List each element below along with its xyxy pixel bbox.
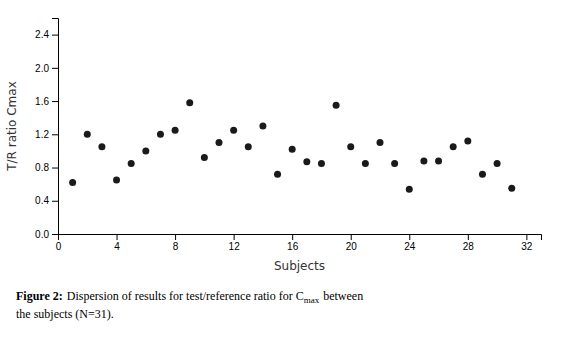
x-tick: 32 [521,234,533,252]
point [289,146,296,153]
point [157,131,164,138]
point [362,160,369,167]
y-tick: 0.8 [35,162,58,173]
point [274,171,281,178]
y-tick-label: 1.2 [35,129,49,140]
x-tick-label: 24 [404,241,416,252]
x-tick-label: 28 [463,241,475,252]
y-tick-mark [52,101,58,102]
y-tick: 2.0 [35,63,58,74]
caption-text: between [323,289,363,303]
point [435,157,442,164]
point [377,139,384,146]
point [216,139,223,146]
y-tick: 0.4 [35,195,58,206]
x-tick: 20 [346,234,358,252]
x-tick: 24 [404,234,416,252]
y-tick-label: 0.0 [35,229,49,240]
point [142,147,149,154]
point [508,185,515,192]
caption-label: Figure 2: [16,289,63,303]
y-axis-line [52,19,59,235]
y-tick-mark [52,35,58,36]
point [464,137,471,144]
x-tick-mark [526,234,527,240]
x-tick-mark [234,234,235,240]
y-tick-mark [52,201,58,202]
plot-area: 0 4 8 12 16 20 24 28 32 0.0 0.4 0.8 1.2 1.6 2.0 2.4 [35,19,541,253]
y-tick-mark [52,68,58,69]
caption: Figure 2: Dispersion of results for test/… [16,289,363,305]
y-tick-label: 0.4 [35,195,49,206]
point [113,177,120,184]
x-tick-label: 20 [346,241,358,252]
x-tick-label: 8 [173,241,179,252]
point [406,186,413,193]
y-tick-label: 1.6 [35,96,49,107]
y-tick-label: 0.8 [35,162,49,173]
point [259,123,266,130]
x-tick-label: 12 [229,241,241,252]
point [245,143,252,150]
caption-text: the subjects (N=31). [16,307,114,321]
x-tick-label: 0 [56,241,62,252]
point [303,158,310,165]
x-axis-line [59,235,542,241]
x-tick-mark [292,234,293,240]
point [479,171,486,178]
x-tick-label: 4 [114,241,120,252]
point [450,143,457,150]
point [201,154,208,161]
y-axis-title: T/R ratio Cmax [5,81,19,172]
point [230,127,237,134]
x-tick-mark [468,234,469,240]
point [128,160,135,167]
y-tick-label: 2.4 [35,29,49,40]
y-axis: 0.0 0.4 0.8 1.2 1.6 2.0 2.4 [35,19,58,240]
y-tick-mark [52,168,58,169]
point [391,160,398,167]
chart: 0 4 8 12 16 20 24 28 32 0.0 0.4 0.8 1.2 1.6 2.0 2.4 Subj… [0,0,563,346]
point [494,160,501,167]
y-tick: 2.4 [35,29,58,40]
x-tick-label: 32 [521,241,533,252]
point [98,143,105,150]
x-tick-mark [117,234,118,240]
point [186,99,193,106]
x-tick-label: 16 [287,241,299,252]
x-tick-mark [175,234,176,240]
x-tick: 28 [463,234,475,252]
caption-text: Dispersion of results for test/reference… [67,289,304,303]
caption-subscript: max [304,295,320,305]
x-tick-mark [351,234,352,240]
points [69,99,515,192]
x-tick: 8 [173,234,179,252]
y-tick-mark [52,234,58,235]
x-axis-title: Subjects [274,259,325,273]
point [69,179,76,186]
x-tick: 4 [114,234,120,252]
x-axis: 0 4 8 12 16 20 24 28 32 [56,234,542,252]
x-tick: 16 [287,234,299,252]
y-tick: 1.2 [35,129,58,140]
y-tick: 1.6 [35,96,58,107]
x-tick: 0 [56,234,62,252]
point [347,143,354,150]
y-tick: 0.0 [35,229,58,240]
point [84,131,91,138]
y-tick-label: 2.0 [35,63,49,74]
point [172,127,179,134]
point [333,102,340,109]
point [318,160,325,167]
x-tick: 12 [229,234,241,252]
x-tick-mark [409,234,410,240]
y-tick-mark [52,134,58,135]
point [420,157,427,164]
